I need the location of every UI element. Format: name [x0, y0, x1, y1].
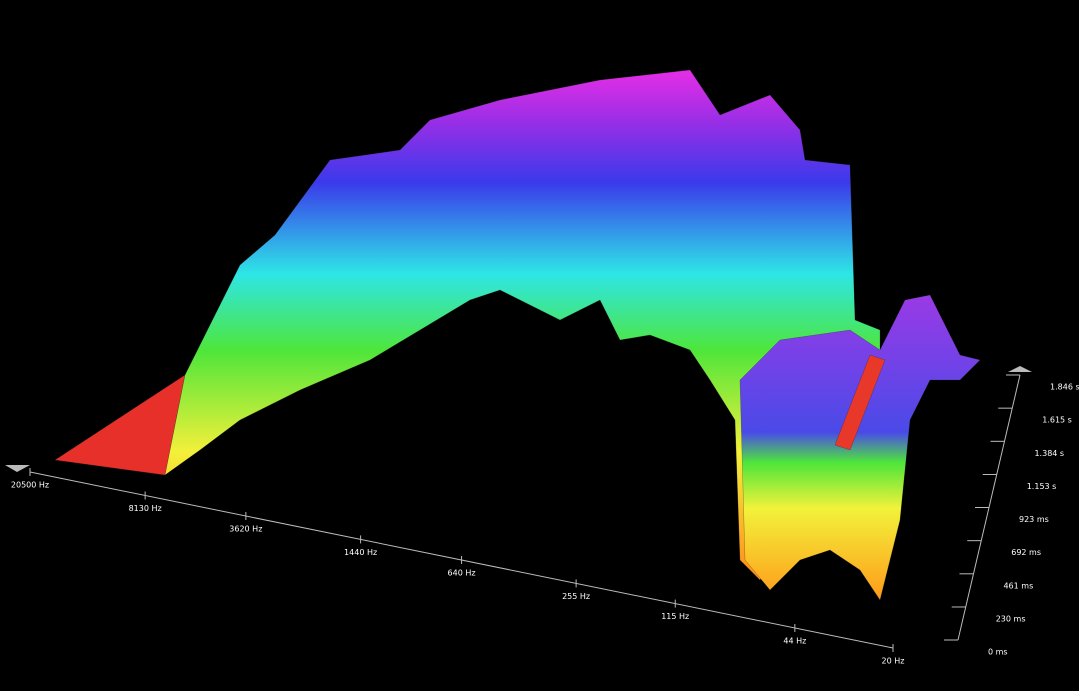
y-tick-label: 1.153 s [1027, 482, 1057, 491]
surface [54, 69, 981, 601]
surface-patch [834, 354, 886, 451]
x-tick-label: 1440 Hz [344, 548, 377, 557]
surface-patch [739, 294, 981, 601]
x-tick-label: 640 Hz [448, 569, 476, 578]
y-tick-label: 230 ms [996, 614, 1026, 623]
y-tick-label: 1.615 s [1042, 416, 1072, 425]
x-tick-label: 20 Hz [882, 657, 905, 666]
y-tick-label: 692 ms [1011, 548, 1041, 557]
surface-patch [54, 374, 186, 476]
x-tick-label: 3620 Hz [229, 525, 262, 534]
y-tick-label: 1.384 s [1034, 449, 1064, 458]
x-tick-label: 115 Hz [661, 612, 689, 621]
x-tick-label: 44 Hz [783, 636, 806, 645]
y-tick-label: 923 ms [1019, 515, 1049, 524]
y-tick-label: 0 ms [988, 648, 1008, 657]
axis-marker [5, 465, 30, 472]
x-tick-label: 8130 Hz [129, 504, 162, 513]
y-tick-label: 1.846 s [1050, 383, 1079, 392]
y-tick-label: 461 ms [1003, 581, 1033, 590]
axis-marker [1008, 366, 1032, 372]
x-tick-label: 20500 Hz [11, 481, 49, 490]
x-tick-label: 255 Hz [562, 592, 590, 601]
